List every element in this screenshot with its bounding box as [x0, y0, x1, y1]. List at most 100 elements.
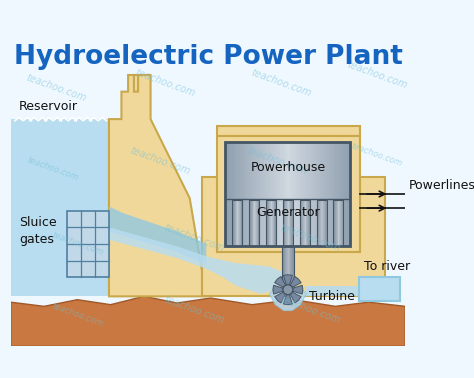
Bar	[304, 200, 305, 246]
Bar	[269, 143, 270, 246]
Polygon shape	[202, 177, 385, 296]
Bar	[274, 200, 275, 246]
Bar	[271, 143, 272, 246]
Bar	[327, 143, 328, 246]
Bar	[306, 200, 307, 246]
Bar	[266, 143, 267, 246]
Bar	[292, 246, 293, 285]
Bar	[297, 143, 298, 246]
Bar	[346, 143, 347, 246]
Bar	[340, 200, 341, 246]
Bar	[272, 143, 273, 246]
Bar	[273, 143, 274, 246]
Bar	[308, 200, 309, 246]
Text: Sluice
gates: Sluice gates	[19, 217, 57, 246]
Bar	[266, 200, 276, 246]
Bar	[287, 200, 288, 246]
Text: teachoo.com: teachoo.com	[279, 295, 342, 326]
Bar	[256, 200, 257, 246]
Bar	[249, 200, 250, 246]
Bar	[284, 200, 285, 246]
Bar	[234, 200, 235, 246]
Text: teachoo.com: teachoo.com	[250, 68, 313, 99]
Bar	[332, 143, 333, 246]
Polygon shape	[109, 206, 206, 265]
Bar	[237, 143, 238, 246]
Bar	[239, 200, 240, 246]
Bar	[260, 143, 261, 246]
Bar	[229, 143, 230, 246]
Bar	[246, 143, 247, 246]
Text: teachoo.com: teachoo.com	[25, 73, 88, 104]
Bar	[268, 200, 269, 246]
Bar	[286, 200, 287, 246]
Bar	[292, 200, 293, 246]
Bar	[285, 143, 286, 246]
Bar	[307, 200, 308, 246]
Bar	[231, 143, 232, 246]
Bar	[300, 200, 301, 246]
Bar	[264, 143, 265, 246]
Bar	[286, 143, 287, 246]
Bar	[272, 200, 273, 246]
Bar	[318, 143, 319, 246]
Bar	[293, 246, 294, 285]
Bar	[335, 143, 336, 246]
Bar	[282, 246, 283, 285]
Bar	[322, 200, 323, 246]
Bar	[226, 143, 227, 246]
Bar	[359, 277, 400, 301]
Bar	[257, 200, 258, 246]
Bar	[67, 211, 109, 277]
Bar	[302, 200, 303, 246]
Bar	[290, 143, 291, 246]
Text: teachoo.com: teachoo.com	[279, 223, 342, 254]
Bar	[304, 143, 305, 246]
Bar	[253, 143, 254, 246]
Text: Turbine: Turbine	[309, 290, 355, 303]
Polygon shape	[11, 119, 109, 296]
Bar	[311, 143, 312, 246]
Bar	[241, 143, 242, 246]
Bar	[342, 200, 343, 246]
Bar	[322, 143, 323, 246]
Bar	[333, 200, 334, 246]
Bar	[283, 200, 293, 246]
Bar	[265, 143, 266, 246]
Bar	[284, 246, 285, 285]
Bar	[254, 200, 255, 246]
Bar	[338, 200, 339, 246]
Bar	[232, 200, 233, 246]
Bar	[226, 143, 227, 246]
Bar	[341, 143, 342, 246]
Bar	[294, 143, 295, 246]
Bar	[325, 143, 326, 246]
Bar	[335, 200, 336, 246]
Text: teachoo.com: teachoo.com	[163, 295, 225, 326]
Bar	[282, 246, 294, 285]
Bar	[305, 143, 306, 246]
Bar	[326, 143, 327, 246]
Bar	[313, 143, 314, 246]
Polygon shape	[217, 126, 360, 136]
Bar	[289, 143, 290, 246]
Bar	[291, 143, 292, 246]
Bar	[245, 143, 246, 246]
Bar	[303, 143, 304, 246]
Bar	[326, 200, 327, 246]
Bar	[342, 143, 343, 246]
Bar	[230, 143, 231, 246]
Bar	[314, 143, 315, 246]
Text: Hydroelectric Power Plant: Hydroelectric Power Plant	[14, 44, 402, 70]
Bar	[292, 143, 293, 246]
Bar	[291, 200, 292, 246]
Polygon shape	[109, 227, 285, 294]
Bar	[229, 143, 230, 246]
Bar	[289, 200, 290, 246]
Bar	[285, 200, 286, 246]
Text: teachoo.com: teachoo.com	[346, 59, 409, 90]
Polygon shape	[11, 296, 405, 346]
Bar	[333, 143, 334, 246]
Bar	[324, 200, 325, 246]
Bar	[343, 143, 344, 246]
